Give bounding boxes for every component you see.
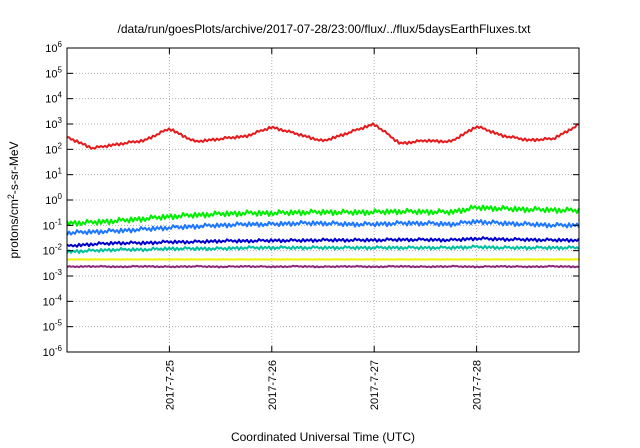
- y-tick-label: 10-6: [43, 344, 63, 359]
- series-layer: [66, 122, 580, 269]
- y-axis-title: protons/cm2-s-sr-MeV: [6, 141, 21, 258]
- x-tick-label: 2017-7-26: [267, 360, 279, 410]
- series-line-3: [66, 219, 580, 236]
- x-tick-label: 2017-7-27: [369, 360, 381, 410]
- y-tick-label: 103: [45, 116, 62, 131]
- x-tick-label: 2017-7-28: [472, 360, 484, 410]
- series-line-1: [67, 122, 580, 150]
- series-line-6: [66, 258, 580, 261]
- y-tick-label: 100: [45, 192, 62, 207]
- series-line-4: [66, 236, 580, 248]
- x-tick-label: 2017-7-25: [164, 360, 176, 410]
- y-tick-label: 106: [45, 40, 62, 55]
- y-tick-label: 10-1: [43, 217, 63, 232]
- series-line-5: [66, 244, 580, 254]
- y-tick-label: 10-2: [43, 243, 63, 258]
- series-line-2: [66, 204, 580, 227]
- y-tick-label: 10-5: [43, 319, 63, 334]
- series-line-7: [66, 264, 580, 269]
- y-tick-label: 10-4: [43, 293, 63, 308]
- x-axis-title: Coordinated Universal Time (UTC): [231, 430, 415, 444]
- y-tick-label: 104: [45, 91, 62, 106]
- grid-lines: [67, 48, 579, 352]
- x-tick-labels: 2017-7-25 2017-7-26 2017-7-27 2017-7-28: [164, 360, 483, 410]
- y-tick-label: 10-3: [43, 268, 63, 283]
- axis-ticks: [67, 47, 579, 353]
- y-tick-label: 101: [45, 167, 62, 182]
- y-tick-label: 105: [45, 65, 62, 80]
- chart-title: /data/run/goesPlots/archive/2017-07-28/2…: [118, 22, 532, 36]
- y-tick-label: 102: [45, 141, 62, 156]
- y-tick-labels: 10-6 10-5 10-4 10-3 10-2 10-1 100 101 102 103 104 1…: [43, 40, 63, 359]
